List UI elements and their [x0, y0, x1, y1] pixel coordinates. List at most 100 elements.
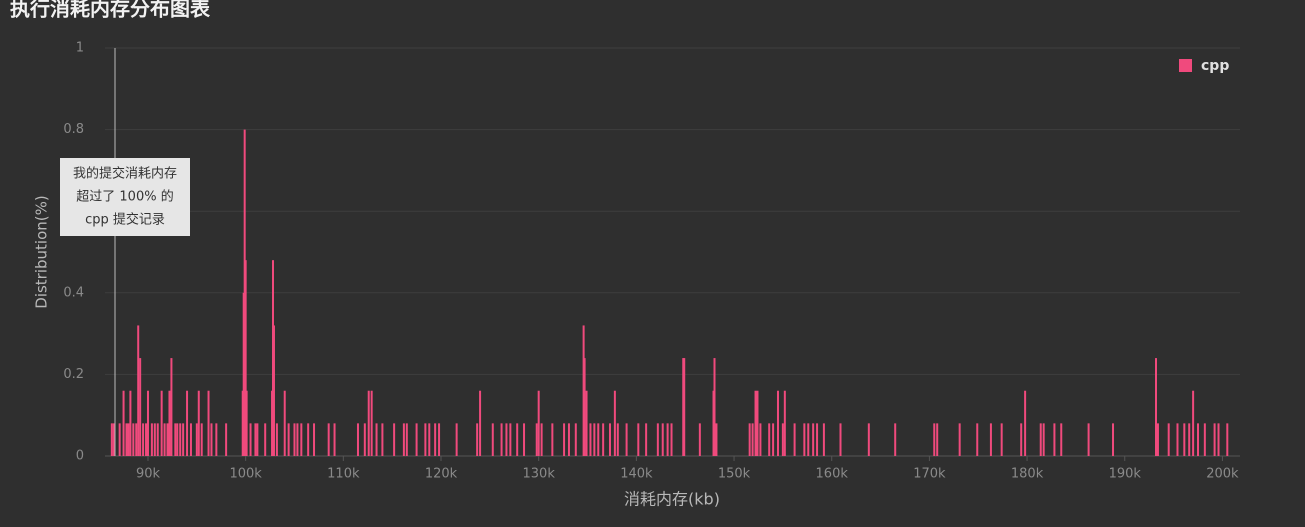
bar — [145, 423, 148, 456]
bar — [1213, 423, 1216, 456]
bar — [505, 423, 508, 456]
bar — [197, 390, 200, 456]
bar — [698, 423, 701, 456]
bar — [307, 423, 310, 456]
bar — [822, 423, 825, 456]
bar — [783, 390, 786, 456]
bar — [375, 423, 378, 456]
bar — [381, 423, 384, 456]
bar — [153, 423, 156, 456]
bar — [245, 390, 248, 456]
x-tick-label: 120k — [425, 467, 458, 482]
bar — [272, 325, 275, 456]
bar — [479, 390, 482, 456]
bar — [215, 423, 218, 456]
bar — [166, 423, 169, 456]
bar — [189, 423, 192, 456]
bar — [756, 390, 759, 456]
bar — [256, 423, 259, 456]
bar — [135, 423, 138, 456]
bar — [254, 423, 257, 456]
bar — [118, 423, 121, 456]
bar — [160, 390, 163, 456]
legend-swatch — [1179, 59, 1192, 72]
bar — [434, 423, 437, 456]
bar — [976, 423, 979, 456]
bar — [363, 423, 366, 456]
bar — [812, 423, 815, 456]
bar — [670, 423, 673, 456]
x-tick-label: 110k — [327, 467, 360, 482]
bar — [593, 423, 596, 456]
legend-label: cpp — [1201, 58, 1229, 74]
bar — [574, 423, 577, 456]
bar — [683, 358, 686, 456]
bar — [1203, 423, 1206, 456]
x-tick-label: 160k — [816, 467, 849, 482]
bar — [602, 423, 605, 456]
y-tick-label: 0.2 — [63, 367, 84, 382]
tooltip-box — [60, 158, 190, 236]
bar — [1039, 423, 1042, 456]
bar — [393, 423, 396, 456]
bar — [139, 358, 142, 456]
bar — [129, 390, 132, 456]
bar — [110, 423, 113, 456]
bar — [567, 423, 570, 456]
y-tick-label: 0.4 — [63, 285, 84, 300]
bar — [207, 390, 210, 456]
bar — [300, 423, 303, 456]
bar — [438, 423, 441, 456]
bar — [803, 423, 806, 456]
plot-area: 00.20.40.60.8190k100k110k120k130k140k150… — [63, 41, 1240, 482]
bar — [1183, 423, 1186, 456]
bar — [500, 423, 503, 456]
bar — [867, 423, 870, 456]
bar — [428, 423, 431, 456]
bar — [405, 423, 408, 456]
bar — [402, 423, 405, 456]
bar — [816, 423, 819, 456]
bar — [249, 423, 252, 456]
bar — [356, 423, 359, 456]
bar — [754, 390, 757, 456]
bar — [327, 423, 330, 456]
bar — [751, 423, 754, 456]
bar — [656, 423, 659, 456]
chart-title: 执行消耗内存分布图表 — [10, 0, 211, 21]
x-tick-label: 130k — [523, 467, 556, 482]
bar — [125, 423, 128, 456]
bar — [958, 423, 961, 456]
bar — [195, 423, 198, 456]
bar — [1060, 423, 1063, 456]
bar — [516, 423, 519, 456]
bar — [424, 423, 427, 456]
bar — [608, 423, 611, 456]
bar — [540, 423, 543, 456]
bar — [1042, 423, 1045, 456]
bar — [1167, 423, 1170, 456]
bar — [666, 423, 669, 456]
bar — [225, 423, 228, 456]
bar — [150, 423, 153, 456]
bar — [1196, 423, 1199, 456]
x-tick-label: 170k — [913, 467, 946, 482]
bar — [776, 390, 779, 456]
x-tick-label: 140k — [620, 467, 653, 482]
bar — [370, 390, 373, 456]
x-tick-label: 90k — [136, 467, 161, 482]
bar — [1154, 358, 1157, 456]
bar — [509, 423, 512, 456]
x-tick-label: 100k — [229, 467, 262, 482]
y-tick-label: 0 — [76, 449, 84, 464]
bar — [1156, 423, 1159, 456]
y-axis-label: Distribution(%) — [33, 195, 51, 308]
bar — [1217, 423, 1220, 456]
bar — [156, 423, 159, 456]
bar — [127, 423, 130, 456]
bar — [179, 423, 182, 456]
x-tick-label: 150k — [718, 467, 751, 482]
bar — [551, 423, 554, 456]
bar — [645, 423, 648, 456]
